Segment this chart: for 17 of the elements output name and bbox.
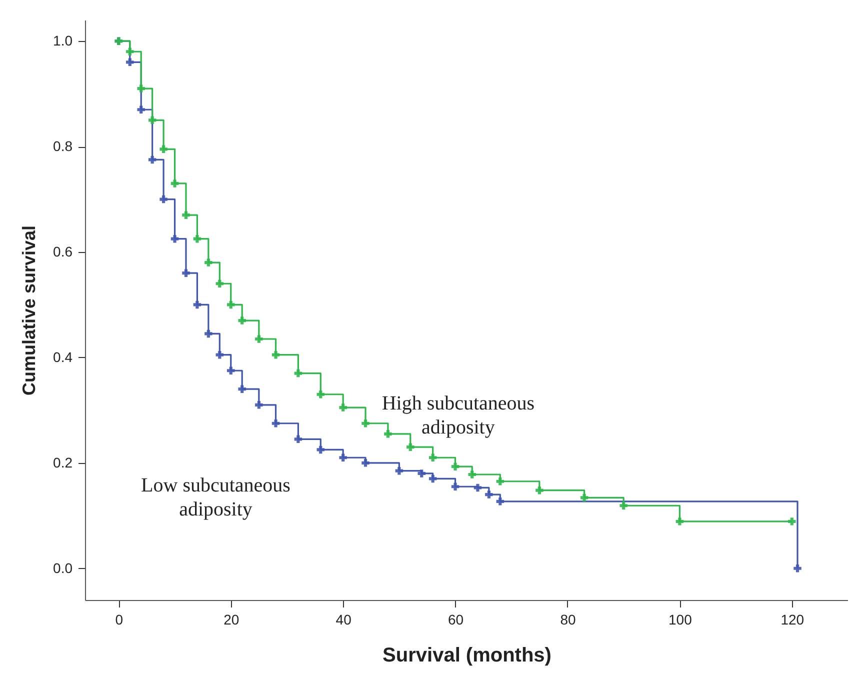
x-tick-label: 60 bbox=[448, 612, 464, 628]
y-tick-label: 0.4 bbox=[53, 348, 73, 365]
x-tick-label: 0 bbox=[115, 612, 124, 628]
x-tick-label: 40 bbox=[336, 612, 352, 628]
x-tick-label: 100 bbox=[668, 612, 692, 628]
y-axis-title: Cumulative survival bbox=[19, 225, 40, 396]
y-tick-label: 0.6 bbox=[53, 244, 73, 260]
series-label: Low subcutaneous adiposity bbox=[141, 474, 291, 520]
x-axis-title: Survival (months) bbox=[382, 644, 552, 666]
series-label: High subcutaneous adiposity bbox=[382, 392, 535, 438]
y-tick-label: 0.0 bbox=[53, 560, 73, 576]
y-tick-label: 0.2 bbox=[53, 454, 73, 470]
x-tick-label: 120 bbox=[780, 612, 804, 628]
y-tick-label: 0.8 bbox=[53, 138, 73, 154]
x-tick-label: 80 bbox=[560, 612, 576, 628]
y-tick-label: 1.0 bbox=[53, 32, 73, 49]
x-tick-label: 20 bbox=[224, 612, 240, 628]
